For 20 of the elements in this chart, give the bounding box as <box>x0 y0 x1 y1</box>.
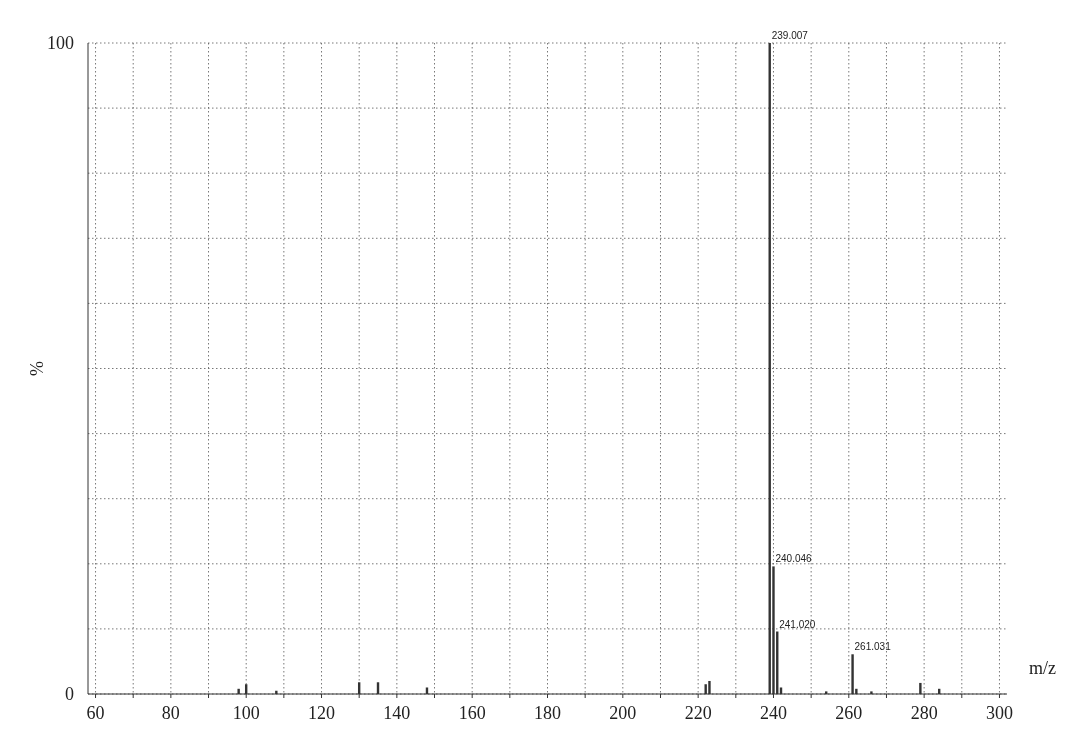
x-tick-label: 260 <box>835 703 863 723</box>
x-tick-label: 240 <box>759 703 787 723</box>
x-tick-label: 60 <box>86 703 105 723</box>
annotation: 241.020 <box>779 618 816 630</box>
x-tick-label: 120 <box>308 703 336 723</box>
annotation: 261.031 <box>854 641 892 653</box>
annotation: 239.007 <box>771 30 809 41</box>
y-axis-title: % <box>27 361 47 376</box>
x-tick-label: 180 <box>534 703 561 723</box>
x-tick-label: 200 <box>609 703 637 723</box>
x-tick-label: 280 <box>910 703 938 723</box>
x-tick-label: 220 <box>684 703 712 723</box>
x-axis-title: m/z <box>1029 658 1056 678</box>
x-tick-label: 100 <box>232 703 260 723</box>
annotation: 240.046 <box>775 553 813 565</box>
x-tick-label: 160 <box>458 703 486 723</box>
x-tick-label: 140 <box>383 703 411 723</box>
x-tick-label: 80 <box>161 703 180 723</box>
x-tick-label: 300 <box>985 703 1013 723</box>
y-tick-label: 0 <box>65 684 74 704</box>
